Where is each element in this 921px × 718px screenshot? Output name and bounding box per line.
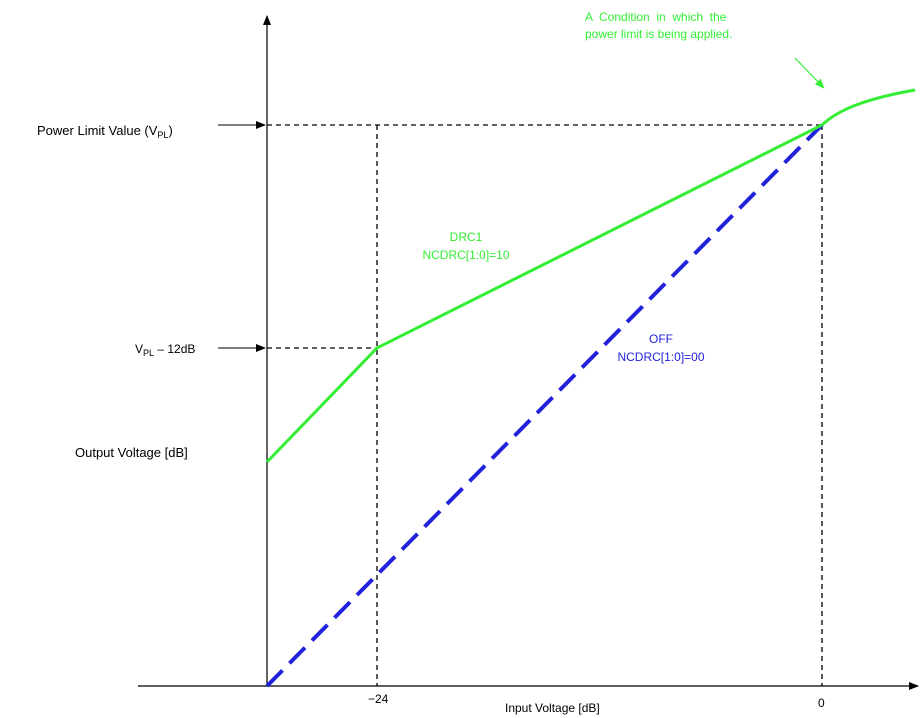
y-axis-label: Output Voltage [dB] (75, 445, 188, 460)
off-setting-label: NCDRC[1:0]=00 (617, 350, 704, 364)
off-curve (265, 123, 824, 688)
off-label: OFF (649, 332, 673, 346)
x-tick-label-zero: 0 (818, 696, 825, 710)
drc1-curve (265, 123, 823, 464)
drc1-label: DRC1 (450, 230, 483, 244)
drc1-limited-curve (820, 88, 916, 127)
vpl-minus-12-label: VPL – 12dB (135, 342, 195, 358)
annotation-line-1: A Condition in which the (585, 10, 727, 24)
annotation-line-2: power limit is being applied. (585, 27, 732, 41)
x-axis-label: Input Voltage [dB] (505, 701, 600, 715)
drc1-setting-label: NCDRC[1:0]=10 (422, 248, 509, 262)
x-tick-label-minus24: −24 (368, 692, 389, 706)
annotation-arrow (794, 57, 825, 89)
power-limit-label: Power Limit Value (VPL) (37, 123, 173, 140)
